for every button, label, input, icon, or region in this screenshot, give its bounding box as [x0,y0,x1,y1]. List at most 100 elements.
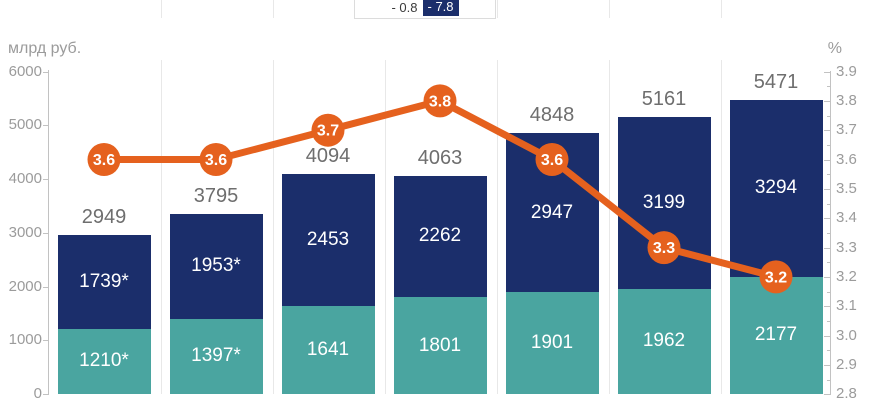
gridline [720,60,722,394]
right-axis-tick-label: 3.4 [836,209,857,227]
line-point-label: 3.2 [765,269,787,286]
bar-segment-teal[interactable]: 2177 [729,276,823,394]
right-axis-tick [824,276,830,278]
left-axis-tick-label: 6000 [8,62,42,80]
right-axis-tick [824,100,830,102]
right-axis-tick-label: 3.7 [836,121,857,139]
left-axis-tick-label: 5000 [8,116,42,134]
line-point-label: 3.6 [205,152,227,169]
left-axis-tick [43,125,48,127]
right-axis-tick-label: 3.9 [836,62,857,80]
right-axis-minor-tick [827,291,830,293]
line-point-label: 3.6 [93,152,115,169]
tooltip: - 0.8 - 7.8 [354,0,496,19]
tooltip-highlighted-value: - 7.8 [422,0,459,16]
bar-total-label: 4848 [529,104,575,127]
right-axis-minor-tick [827,86,830,88]
right-axis-line [830,70,831,396]
line-point[interactable] [535,143,569,177]
right-axis-tick-label: 3.3 [836,238,857,256]
right-axis-tick-label: 2.8 [836,385,857,400]
bar-total-label: 5471 [753,70,799,93]
right-axis-tick-label: 2.9 [836,355,857,373]
right-axis-tick-label: 3.8 [836,91,857,109]
bar-segment-teal[interactable]: 1962 [617,288,711,394]
gridline [160,0,162,18]
right-axis-tick-label: 3.0 [836,326,857,344]
left-axis-title: млрд руб. [8,40,82,57]
right-axis-minor-tick [827,115,830,117]
left-axis-tick [43,340,48,342]
right-axis-tick [824,188,830,190]
left-axis-tick [43,71,48,73]
gridline [496,60,498,394]
right-axis-minor-tick [827,262,830,264]
bar-total-label: 3795 [193,184,239,207]
gridline [160,60,162,394]
right-axis-tick [824,247,830,249]
left-axis-tick [43,286,48,288]
left-axis-line [48,70,49,395]
line-point-label: 3.3 [653,240,675,257]
line-point-label: 3.6 [541,152,563,169]
gridline [272,0,274,18]
right-axis-minor-tick [827,232,830,234]
gridline [608,60,610,394]
tooltip-plain-value: - 0.8 [391,0,418,15]
bar-segment-teal[interactable]: 1801 [393,297,487,394]
gridline [272,60,274,394]
right-axis-tick-label: 3.5 [836,179,857,197]
bar-segment-navy[interactable]: 2453 [281,173,375,306]
right-axis-minor-tick [827,320,830,322]
bar-total-label: 5161 [641,87,687,110]
right-axis-tick [824,71,830,73]
bar-segment-teal[interactable]: 1210* [57,328,151,394]
left-axis-tick-label: 4000 [8,170,42,187]
bar-total-label: 2949 [81,206,127,229]
line-point[interactable] [647,231,681,265]
bar-segment-teal[interactable]: 1901 [505,291,599,394]
left-axis-tick [43,394,48,395]
left-axis-tick-label: 1000 [8,331,42,349]
right-axis-tick-label: 3.2 [836,267,857,285]
line-point-label: 3.8 [429,93,451,110]
bar-total-label: 4063 [417,146,463,169]
right-axis-tick [824,364,830,366]
bar-total-label: 4094 [305,144,351,167]
gridline [384,60,386,394]
line-point[interactable] [759,260,793,294]
left-axis-tick [43,179,48,180]
right-axis-tick-label: 3.6 [836,150,857,168]
line-point-label: 3.7 [317,123,339,140]
right-axis-minor-tick [827,144,830,146]
line-point[interactable] [311,113,345,147]
right-axis-tick [824,335,830,337]
right-axis-tick [824,159,830,161]
right-axis-tick [824,130,830,132]
line-point[interactable] [423,84,457,118]
gridline [608,0,610,18]
bar-segment-navy[interactable]: 1739* [57,235,151,329]
bar-segment-navy[interactable]: 1953* [169,213,263,319]
left-axis-tick [43,232,48,234]
right-axis-tick-label: 3.1 [836,297,857,315]
left-axis-tick-label: 0 [33,385,42,400]
right-axis-tick [824,218,830,220]
right-axis-minor-tick [827,203,830,205]
bar-segment-navy[interactable]: 3294 [729,99,823,277]
line-point[interactable] [87,143,121,177]
bar-segment-teal[interactable]: 1641 [281,305,375,394]
right-axis-title: % [827,40,842,57]
left-axis-tick-label: 3000 [8,223,42,241]
gridline [720,0,722,18]
right-axis-tick [824,306,830,308]
right-axis-tick [824,394,830,396]
left-axis-tick-label: 2000 [8,277,42,295]
line-point[interactable] [199,143,233,177]
bar-segment-teal[interactable]: 1397* [169,318,263,394]
bar-segment-navy[interactable]: 2262 [393,175,487,298]
right-axis-minor-tick [827,350,830,352]
right-axis-minor-tick [827,379,830,381]
